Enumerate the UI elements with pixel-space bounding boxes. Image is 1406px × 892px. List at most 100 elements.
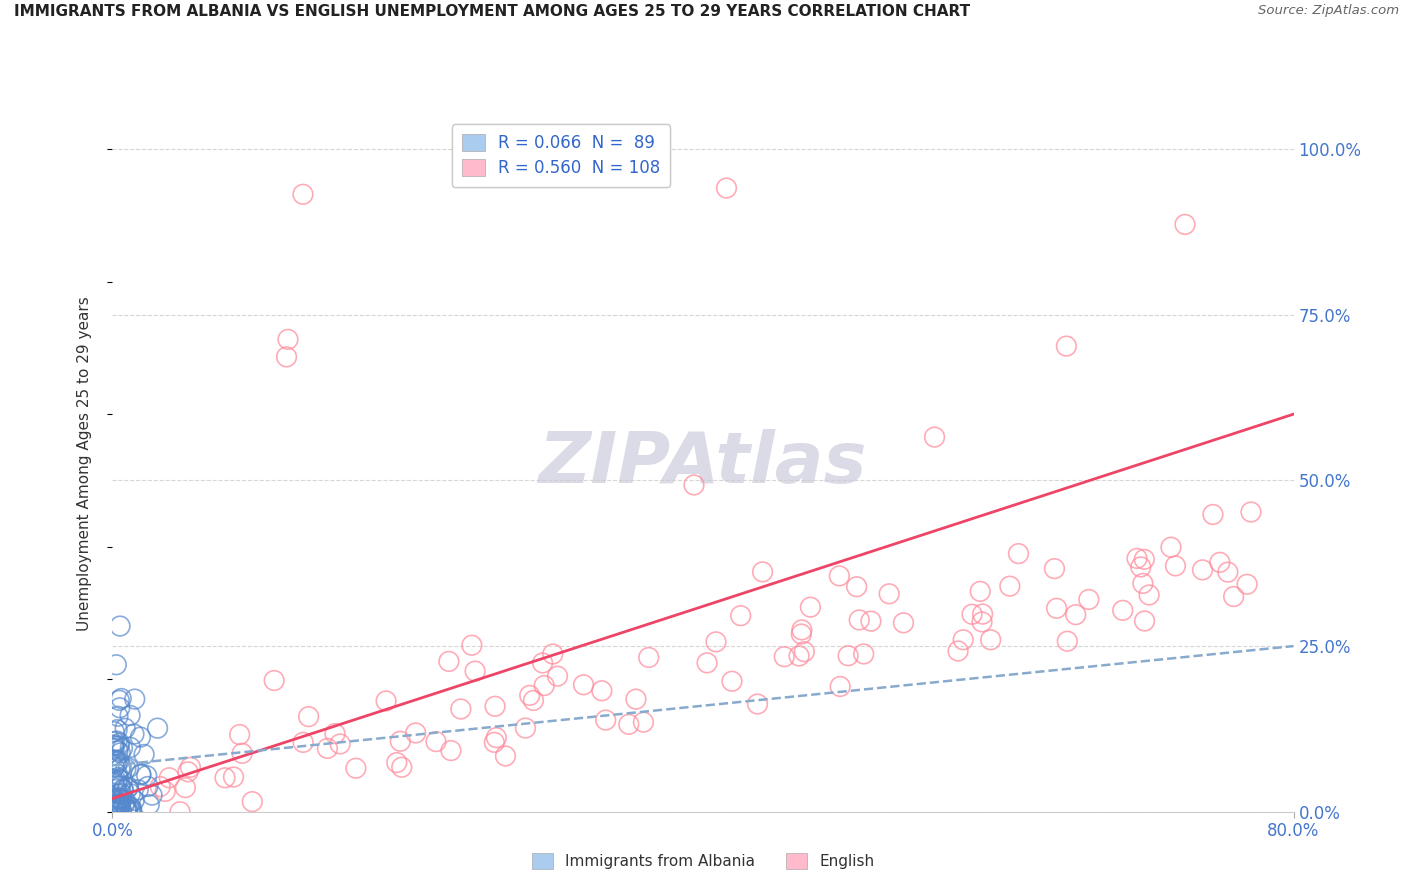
Point — [461, 638, 484, 652]
Point — [773, 649, 796, 664]
Point — [117, 780, 139, 794]
Point — [323, 726, 346, 740]
Point — [484, 735, 506, 749]
Point — [1164, 558, 1187, 573]
Point — [837, 648, 859, 663]
Point — [177, 764, 200, 779]
Point — [595, 713, 617, 727]
Point — [110, 746, 132, 760]
Point — [120, 740, 142, 755]
Point — [103, 805, 125, 819]
Point — [118, 803, 141, 817]
Point — [105, 757, 128, 772]
Text: ZIPAtlas: ZIPAtlas — [538, 429, 868, 499]
Point — [120, 787, 142, 801]
Point — [103, 738, 125, 752]
Point — [1191, 563, 1213, 577]
Point — [572, 678, 595, 692]
Point — [222, 770, 245, 784]
Point — [107, 797, 129, 812]
Point — [1046, 601, 1069, 615]
Point — [316, 741, 339, 756]
Point — [104, 799, 127, 814]
Point — [730, 608, 752, 623]
Point — [485, 731, 508, 745]
Point — [721, 674, 744, 689]
Point — [1054, 339, 1077, 353]
Point — [747, 697, 769, 711]
Point — [231, 747, 253, 761]
Point — [105, 755, 128, 769]
Point — [129, 768, 152, 782]
Point — [1174, 218, 1197, 232]
Point — [105, 723, 128, 737]
Point — [104, 797, 127, 812]
Point — [405, 726, 427, 740]
Point — [946, 644, 969, 658]
Point — [637, 650, 659, 665]
Point — [107, 709, 129, 723]
Point — [828, 569, 851, 583]
Point — [108, 797, 131, 812]
Point — [960, 607, 983, 622]
Point — [1064, 607, 1087, 622]
Point — [893, 615, 915, 630]
Point — [103, 739, 125, 753]
Point — [110, 787, 132, 801]
Point — [790, 623, 813, 637]
Point — [972, 607, 994, 621]
Point — [450, 702, 472, 716]
Point — [103, 724, 125, 739]
Point — [440, 743, 463, 757]
Point — [1112, 603, 1135, 617]
Point — [110, 760, 132, 774]
Point — [179, 760, 201, 774]
Point — [110, 803, 132, 817]
Point — [277, 332, 299, 346]
Point — [1043, 561, 1066, 575]
Point — [108, 739, 131, 753]
Point — [240, 795, 263, 809]
Point — [136, 780, 159, 794]
Point — [970, 615, 993, 629]
Point — [484, 699, 506, 714]
Point — [103, 734, 125, 748]
Point — [793, 645, 815, 659]
Point — [103, 760, 125, 774]
Point — [122, 727, 145, 741]
Point — [108, 791, 131, 805]
Point — [531, 656, 554, 670]
Legend: R = 0.066  N =  89, R = 0.560  N = 108: R = 0.066 N = 89, R = 0.560 N = 108 — [451, 124, 671, 187]
Point — [591, 683, 613, 698]
Point — [859, 614, 882, 628]
Point — [790, 627, 813, 641]
Point — [877, 587, 900, 601]
Point — [149, 780, 172, 794]
Point — [108, 762, 131, 776]
Point — [519, 689, 541, 703]
Point — [153, 784, 176, 798]
Point — [103, 741, 125, 756]
Point — [848, 613, 870, 627]
Point — [1240, 505, 1263, 519]
Point — [471, 155, 494, 169]
Point — [108, 796, 131, 810]
Point — [112, 783, 135, 797]
Point — [104, 802, 127, 816]
Point — [105, 782, 128, 797]
Point — [1129, 560, 1152, 574]
Point — [292, 735, 315, 749]
Point — [105, 734, 128, 748]
Text: Source: ZipAtlas.com: Source: ZipAtlas.com — [1258, 4, 1399, 18]
Point — [980, 632, 1002, 647]
Point — [114, 721, 136, 735]
Point — [105, 657, 128, 672]
Point — [696, 656, 718, 670]
Point — [1236, 577, 1258, 591]
Point — [998, 579, 1021, 593]
Point — [1202, 508, 1225, 522]
Point — [389, 734, 412, 748]
Point — [107, 787, 129, 801]
Point — [118, 799, 141, 814]
Point — [104, 753, 127, 767]
